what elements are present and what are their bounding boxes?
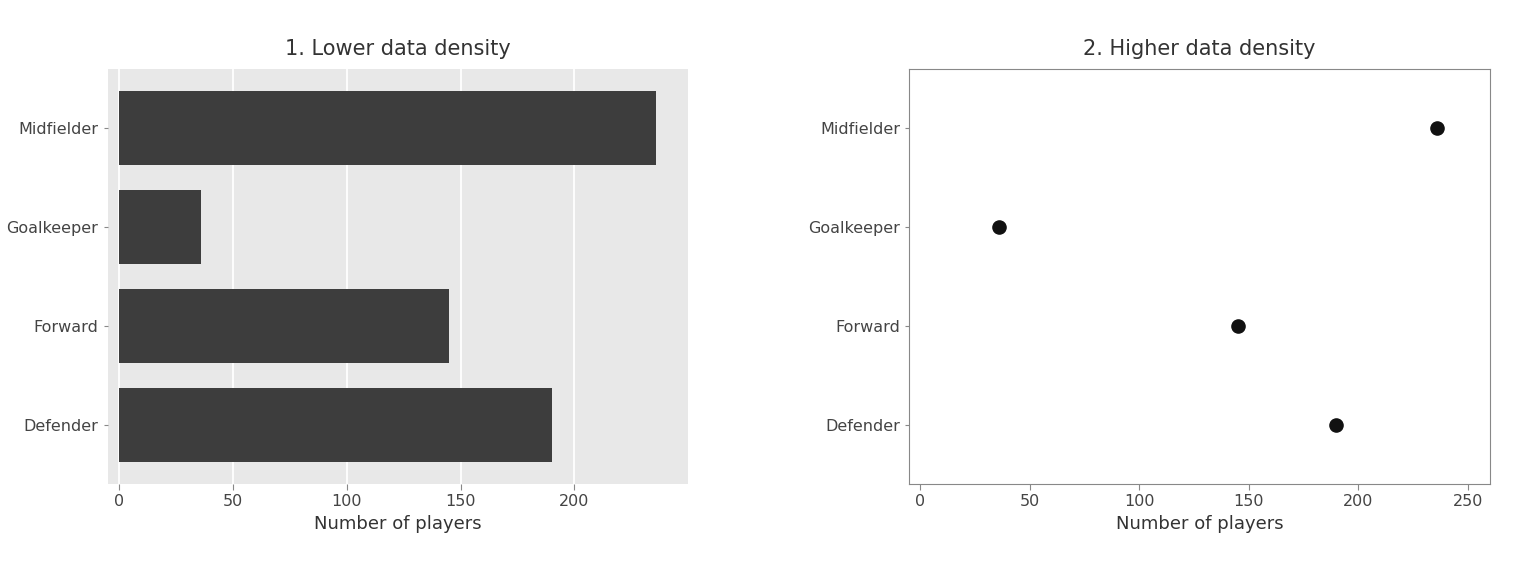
Bar: [118, 92, 656, 165]
Bar: [118, 289, 449, 363]
X-axis label: Number of players: Number of players: [1115, 515, 1283, 533]
Bar: [118, 190, 201, 264]
Title: 2. Higher data density: 2. Higher data density: [1083, 39, 1316, 59]
Point: [1324, 420, 1349, 429]
Title: 1. Lower data density: 1. Lower data density: [286, 39, 511, 59]
Point: [986, 222, 1011, 232]
X-axis label: Number of players: Number of players: [315, 515, 482, 533]
Point: [1425, 124, 1450, 133]
Bar: [118, 388, 551, 461]
Point: [1226, 321, 1250, 331]
